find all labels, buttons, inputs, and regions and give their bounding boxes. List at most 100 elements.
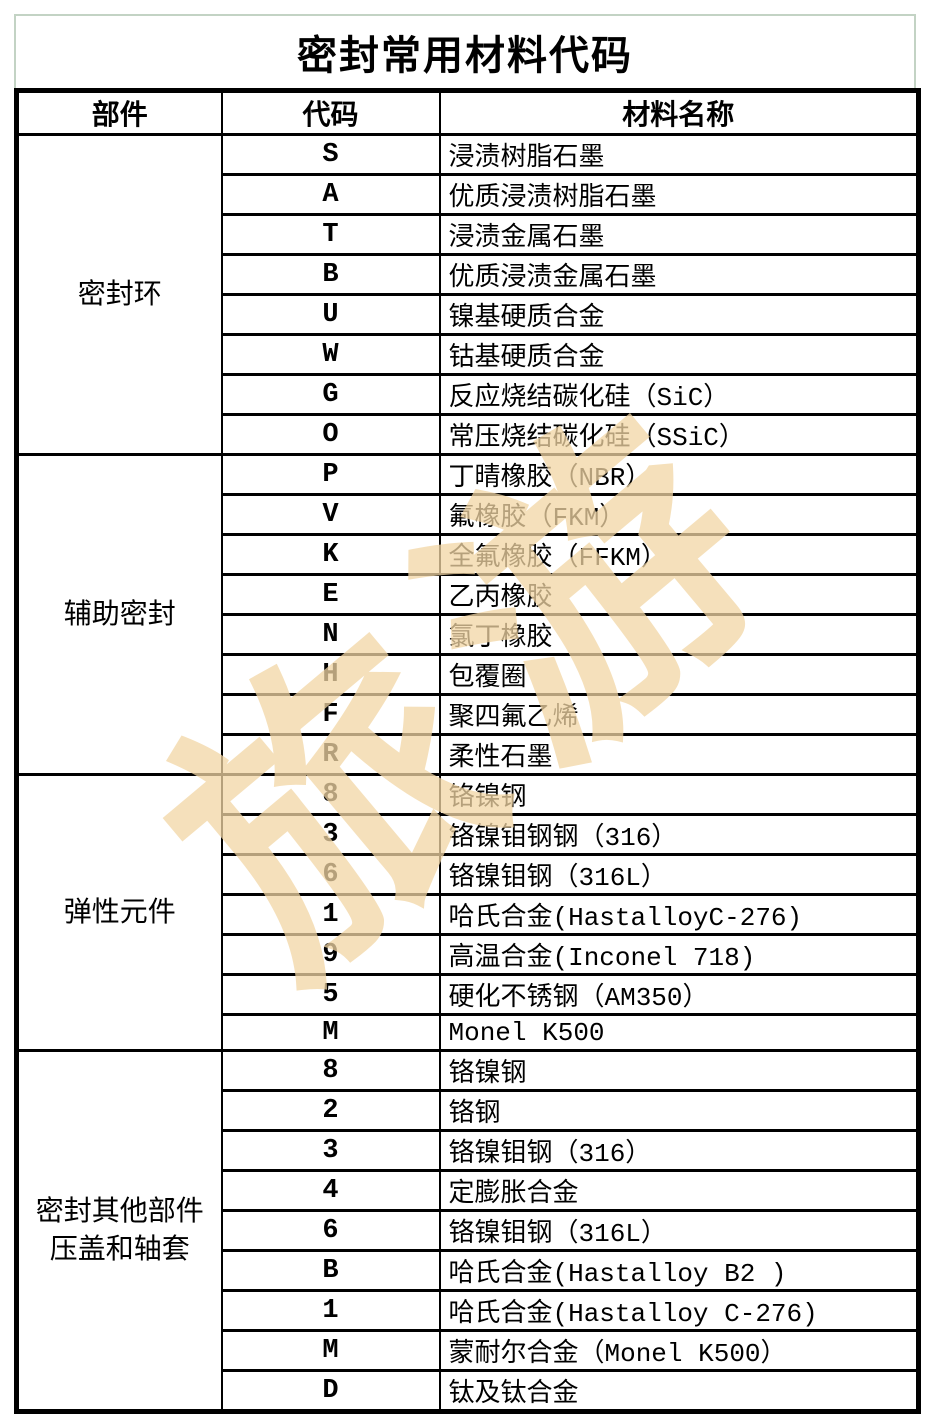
material-cell: 乙丙橡胶 [438,573,920,616]
header-code: 代码 [220,89,441,136]
table-row: 5 硬化不锈钢（AM350） [17,973,920,1016]
code-cell: 5 [220,973,441,1016]
table-row: T 浸渍金属石墨 [17,213,920,256]
table-row: 4 定膨胀合金 [17,1169,920,1212]
code-cell: K [220,533,441,576]
code-cell: 8 [220,1049,441,1092]
code-cell: H [220,653,441,696]
material-cell: 钛及钛合金 [438,1369,920,1413]
material-cell: 聚四氟乙烯 [438,693,920,736]
table-row: 辅助密封 P 丁晴橡胶（NBR） [15,453,920,776]
component-cell: 密封其他部件 压盖和轴套 [15,1049,223,1413]
component-cell: 密封环 [15,133,223,456]
code-cell: V [220,493,441,536]
code-cell: 9 [220,933,441,976]
table-body: 密封环 S 浸渍树脂石墨 A 优质浸渍树脂石墨 T 浸渍金属石墨 B 优质浸渍金属石墨 U 镍基硬质… [15,133,920,1413]
table-row: A 优质浸渍树脂石墨 [17,173,920,216]
material-cell: Monel K500 [438,1013,920,1052]
material-cell: 硬化不锈钢（AM350） [438,973,920,1016]
material-cell: 氯丁橡胶 [438,613,920,656]
code-cell: 2 [220,1089,441,1132]
material-cell: 钴基硬质合金 [438,333,920,376]
code-cell: 3 [220,1129,441,1172]
table-row: 密封其他部件 压盖和轴套 8 铬镍钢 [15,1049,920,1413]
table-row: O 常压烧结碳化硅（SSiC） [17,413,920,456]
table-row: 3 铬镍钼钢钢（316） [17,813,920,856]
table-row: V 氟橡胶（FKM） [17,493,920,536]
material-cell: 镍基硬质合金 [438,293,920,336]
code-cell: R [220,733,441,776]
document-sheet: 密封常用材料代码 部件 代码 材料名称 密封环 S 浸渍树脂石墨 A 优质浸渍树脂石墨 T… [14,14,921,1414]
material-cell: 哈氏合金(HastalloyC-276) [438,893,920,936]
code-cell: G [220,373,441,416]
material-cell: 柔性石墨 [438,733,920,776]
material-cell: 常压烧结碳化硅（SSiC） [438,413,920,456]
code-cell: E [220,573,441,616]
table-row: 弹性元件 8 铬镍钢 [15,773,920,1052]
table-row: R 柔性石墨 [17,733,920,776]
materials-code-table: 部件 代码 材料名称 密封环 S 浸渍树脂石墨 A 优质浸渍树脂石墨 T 浸渍金属石墨 B 优质… [14,88,921,1414]
table-row: 6 铬镍钼钢（316L） [17,853,920,896]
table-row: U 镍基硬质合金 [17,293,920,336]
code-cell: 8 [220,773,441,816]
material-cell: 蒙耐尔合金（Monel K500） [438,1329,920,1372]
table-row: 9 高温合金(Inconel 718) [17,933,920,976]
material-cell: 优质浸渍树脂石墨 [438,173,920,216]
code-cell: W [220,333,441,376]
material-cell: 包覆圈 [438,653,920,696]
material-cell: 丁晴橡胶（NBR） [438,453,920,496]
code-cell: U [220,293,441,336]
material-cell: 优质浸渍金属石墨 [438,253,920,296]
material-cell: 浸渍金属石墨 [438,213,920,256]
material-cell: 哈氏合金(Hastalloy B2 ) [438,1249,920,1292]
code-cell: N [220,613,441,656]
table-row: 6 铬镍钼钢（316L） [17,1209,920,1252]
material-cell: 高温合金(Inconel 718) [438,933,920,976]
table-row: M Monel K500 [17,1013,920,1052]
component-cell: 辅助密封 [15,453,223,776]
header-material-name: 材料名称 [438,89,920,136]
page-title: 密封常用材料代码 [14,14,916,88]
code-cell: M [220,1013,441,1052]
material-cell: 铬镍钼钢（316） [438,1129,920,1172]
code-cell: 1 [220,893,441,936]
code-cell: 1 [220,1289,441,1332]
code-cell: O [220,413,441,456]
code-cell: F [220,693,441,736]
header-component: 部件 [15,89,223,136]
code-cell: S [220,133,441,176]
code-cell: 6 [220,853,441,896]
code-cell: D [220,1369,441,1413]
code-cell: 4 [220,1169,441,1212]
table-row: K 全氟橡胶（FFKM） [17,533,920,576]
table-row: 密封环 S 浸渍树脂石墨 [15,133,920,456]
code-cell: A [220,173,441,216]
material-cell: 铬钢 [438,1089,920,1132]
table-row: H 包覆圈 [17,653,920,696]
material-cell: 哈氏合金(Hastalloy C-276) [438,1289,920,1332]
table-row: B 哈氏合金(Hastalloy B2 ) [17,1249,920,1292]
material-cell: 全氟橡胶（FFKM） [438,533,920,576]
table-row: B 优质浸渍金属石墨 [17,253,920,296]
material-cell: 铬镍钢 [438,773,920,816]
table-row: W 钴基硬质合金 [17,333,920,376]
code-cell: B [220,1249,441,1292]
code-cell: P [220,453,441,496]
material-cell: 浸渍树脂石墨 [438,133,920,176]
code-cell: B [220,253,441,296]
material-cell: 反应烧结碳化硅（SiC） [438,373,920,416]
code-cell: T [220,213,441,256]
table-row: E 乙丙橡胶 [17,573,920,616]
table-row: 2 铬钢 [17,1089,920,1132]
code-cell: M [220,1329,441,1372]
material-cell: 氟橡胶（FKM） [438,493,920,536]
header-row: 部件 代码 材料名称 [15,89,920,136]
material-cell: 铬镍钼钢（316L） [438,1209,920,1252]
component-cell: 弹性元件 [15,773,223,1052]
code-cell: 3 [220,813,441,856]
material-cell: 定膨胀合金 [438,1169,920,1212]
material-cell: 铬镍钼钢（316L） [438,853,920,896]
table-row: G 反应烧结碳化硅（SiC） [17,373,920,416]
table-row: 3 铬镍钼钢（316） [17,1129,920,1172]
table-row: 1 哈氏合金(HastalloyC-276) [17,893,920,936]
